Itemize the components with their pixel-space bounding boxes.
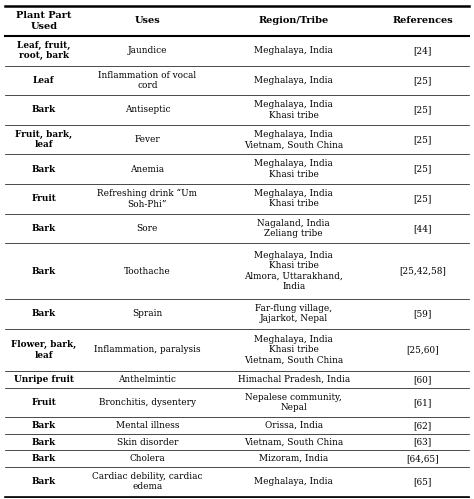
Text: Bark: Bark bbox=[32, 421, 56, 430]
Text: Mizoram, India: Mizoram, India bbox=[259, 454, 328, 463]
Text: Cholera: Cholera bbox=[129, 454, 165, 463]
Text: [25,42,58]: [25,42,58] bbox=[399, 266, 446, 275]
Text: Cardiac debility, cardiac
edema: Cardiac debility, cardiac edema bbox=[92, 472, 202, 492]
Text: Meghalaya, India
Khasi tribe
Almora, Uttarakhand,
India: Meghalaya, India Khasi tribe Almora, Utt… bbox=[245, 251, 343, 291]
Text: Meghalaya, India
Khasi tribe: Meghalaya, India Khasi tribe bbox=[255, 189, 333, 209]
Text: Meghalaya, India: Meghalaya, India bbox=[255, 477, 333, 486]
Text: Inflammation of vocal
cord: Inflammation of vocal cord bbox=[98, 71, 196, 90]
Text: Antiseptic: Antiseptic bbox=[125, 105, 170, 114]
Text: Uses: Uses bbox=[135, 16, 160, 25]
Text: Meghalaya, India: Meghalaya, India bbox=[255, 76, 333, 85]
Text: Flower, bark,
leaf: Flower, bark, leaf bbox=[11, 340, 76, 360]
Text: Anemia: Anemia bbox=[130, 165, 164, 174]
Text: [25]: [25] bbox=[413, 194, 432, 203]
Text: Bark: Bark bbox=[32, 165, 56, 174]
Text: [62]: [62] bbox=[413, 421, 432, 430]
Text: Fruit: Fruit bbox=[31, 194, 56, 203]
Text: Toothache: Toothache bbox=[124, 266, 171, 275]
Text: References: References bbox=[392, 16, 453, 25]
Text: [25]: [25] bbox=[413, 165, 432, 174]
Text: Meghalaya, India
Vietnam, South China: Meghalaya, India Vietnam, South China bbox=[244, 130, 344, 149]
Text: [25,60]: [25,60] bbox=[406, 345, 439, 354]
Text: [25]: [25] bbox=[413, 105, 432, 114]
Text: [59]: [59] bbox=[413, 309, 432, 318]
Text: Vietnam, South China: Vietnam, South China bbox=[244, 438, 344, 447]
Text: [63]: [63] bbox=[413, 438, 432, 447]
Text: Meghalaya, India: Meghalaya, India bbox=[255, 46, 333, 55]
Text: Himachal Pradesh, India: Himachal Pradesh, India bbox=[237, 375, 350, 384]
Text: Bronchitis, dysentery: Bronchitis, dysentery bbox=[99, 398, 196, 407]
Text: Orissa, India: Orissa, India bbox=[265, 421, 323, 430]
Text: [44]: [44] bbox=[413, 224, 432, 233]
Text: [64,65]: [64,65] bbox=[406, 454, 439, 463]
Text: Far-flung village,
Jajarkot, Nepal: Far-flung village, Jajarkot, Nepal bbox=[255, 304, 332, 323]
Text: Nagaland, India
Zeliang tribe: Nagaland, India Zeliang tribe bbox=[257, 219, 330, 238]
Text: Bark: Bark bbox=[32, 309, 56, 318]
Text: Anthelmintic: Anthelmintic bbox=[118, 375, 176, 384]
Text: Meghalaya, India
Khasi tribe: Meghalaya, India Khasi tribe bbox=[255, 100, 333, 120]
Text: Unripe fruit: Unripe fruit bbox=[14, 375, 74, 384]
Text: Bark: Bark bbox=[32, 477, 56, 486]
Text: Fruit: Fruit bbox=[31, 398, 56, 407]
Text: Inflammation, paralysis: Inflammation, paralysis bbox=[94, 345, 201, 354]
Text: Sprain: Sprain bbox=[132, 309, 163, 318]
Text: Bark: Bark bbox=[32, 454, 56, 463]
Text: [65]: [65] bbox=[413, 477, 432, 486]
Text: [61]: [61] bbox=[413, 398, 432, 407]
Text: Mental illness: Mental illness bbox=[116, 421, 179, 430]
Text: Nepalese community,
Nepal: Nepalese community, Nepal bbox=[246, 393, 342, 412]
Text: [60]: [60] bbox=[413, 375, 432, 384]
Text: Jaundice: Jaundice bbox=[128, 46, 167, 55]
Text: Bark: Bark bbox=[32, 266, 56, 275]
Text: Fever: Fever bbox=[135, 135, 160, 144]
Text: Region/Tribe: Region/Tribe bbox=[259, 16, 329, 25]
Text: Meghalaya, India
Khasi tribe
Vietnam, South China: Meghalaya, India Khasi tribe Vietnam, So… bbox=[244, 335, 344, 365]
Text: Meghalaya, India
Khasi tribe: Meghalaya, India Khasi tribe bbox=[255, 160, 333, 179]
Text: Fruit, bark,
leaf: Fruit, bark, leaf bbox=[15, 130, 73, 149]
Text: [24]: [24] bbox=[413, 46, 432, 55]
Text: Skin disorder: Skin disorder bbox=[117, 438, 178, 447]
Text: Plant Part
Used: Plant Part Used bbox=[16, 11, 72, 30]
Text: [25]: [25] bbox=[413, 76, 432, 85]
Text: Sore: Sore bbox=[137, 224, 158, 233]
Text: Leaf: Leaf bbox=[33, 76, 55, 85]
Text: [25]: [25] bbox=[413, 135, 432, 144]
Text: Bark: Bark bbox=[32, 224, 56, 233]
Text: Bark: Bark bbox=[32, 105, 56, 114]
Text: Bark: Bark bbox=[32, 438, 56, 447]
Text: Refreshing drink “Um
Soh-Phi”: Refreshing drink “Um Soh-Phi” bbox=[97, 189, 197, 209]
Text: Leaf, fruit,
root, bark: Leaf, fruit, root, bark bbox=[17, 41, 71, 60]
